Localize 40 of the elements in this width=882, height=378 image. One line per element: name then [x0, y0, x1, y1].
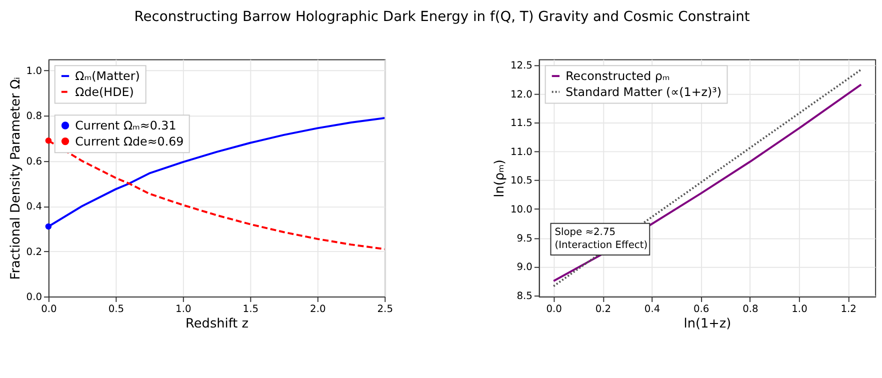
y-tick-label: 12.0	[510, 89, 532, 100]
y-tick-label: 0.2	[26, 246, 42, 258]
y-tick-label: 10.0	[510, 204, 532, 216]
x-tick-label: 0.0	[546, 304, 562, 315]
x-tick-label: 1.5	[242, 304, 259, 315]
y-tick-label: 8.5	[516, 290, 532, 302]
x-tick-label: 0.8	[742, 304, 758, 315]
x-tick-label: 0.6	[693, 304, 710, 315]
y-tick-label: 0.8	[26, 111, 42, 122]
legend-label: Current Ωde≈0.69	[75, 134, 184, 148]
y-tick-label: 11.0	[510, 146, 532, 158]
y-tick-label: 12.5	[510, 60, 532, 72]
y-tick-label: 0.6	[26, 156, 42, 168]
x-axis-title: Redshift z	[186, 316, 249, 332]
y-axis-title: ln(ρₘ)	[492, 159, 508, 198]
y-tick-label: 1.0	[26, 66, 42, 77]
x-tick-label: 0.5	[108, 304, 124, 315]
y-tick-label: 11.5	[510, 118, 532, 130]
y-tick-label: 0.0	[26, 292, 42, 304]
x-tick-label: 0.0	[41, 304, 57, 315]
x-tick-label: 0.2	[595, 304, 612, 315]
y-axis-title: Fractional Density Parameter Ωᵢ	[8, 77, 24, 280]
legend-label: Reconstructed ρₘ	[566, 69, 670, 84]
y-tick-label: 10.5	[510, 176, 532, 187]
x-tick-label: 1.0	[176, 304, 192, 315]
y-tick-label: 0.4	[26, 202, 42, 213]
legend-label: Current Ωₘ≈0.31	[75, 118, 176, 132]
text: Reconstructing Barrow Holographic Dark Energy in f(Q, T) Gravity and Cosmic Constraint	[134, 9, 750, 26]
x-tick-label: 2.5	[377, 304, 393, 315]
legend-label: Ωde(HDE)	[75, 84, 134, 99]
x-tick-label: 0.4	[644, 304, 660, 315]
legend-label: Standard Matter (∝(1+z)³)	[566, 84, 722, 99]
x-tick-label: 2.0	[310, 304, 326, 315]
y-tick-label: 9.0	[516, 262, 532, 274]
x-axis-title: ln(1+z)	[684, 316, 732, 332]
x-tick-label: 1.2	[840, 304, 856, 315]
annotation: Slope ≈2.75 (Interaction Effect)	[554, 227, 648, 252]
x-tick-label: 1.0	[792, 304, 808, 315]
legend-label: Ωₘ(Matter)	[75, 69, 140, 84]
y-tick-label: 9.5	[516, 233, 532, 244]
